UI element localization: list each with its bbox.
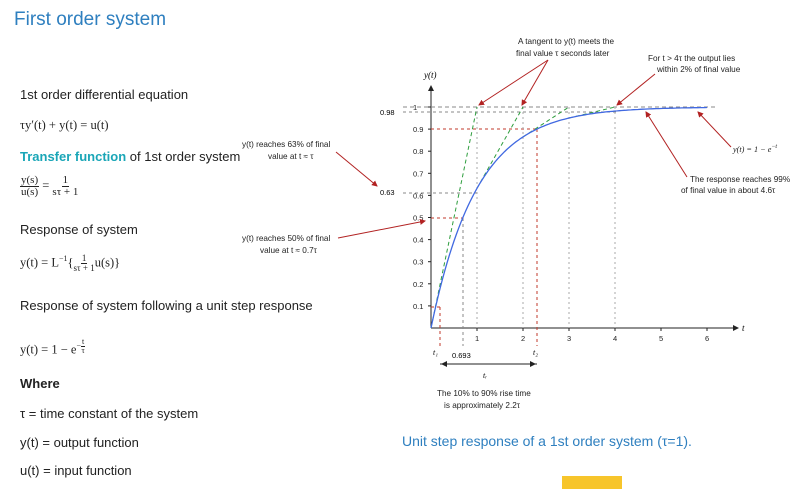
step-label: Response of system following a unit step… <box>20 298 313 313</box>
tf-label: Transfer function of 1st order system <box>20 149 240 164</box>
y-axis-label: y(t) <box>423 70 437 80</box>
ann-settle-1: For t > 4τ the output lies <box>648 54 735 63</box>
y-tick-label: 0.6 <box>413 191 423 200</box>
tr-marker: tᵣ <box>483 371 487 380</box>
y-tick-label: 0.9 <box>413 125 423 134</box>
ann-50-2: value at t ≈ 0.7τ <box>260 246 318 255</box>
tf-equation: y(s) u(s) = 1 sτ + 1 <box>20 175 78 198</box>
resp-label: Response of system <box>20 222 138 237</box>
diff-eq: τy′(t) + y(t) = u(t) <box>20 118 109 132</box>
ann-rise-1: The 10% to 90% rise time <box>437 389 531 398</box>
x-tick-label: 1 <box>475 334 479 343</box>
ann-63-1: y(t) reaches 63% of final <box>242 140 330 149</box>
x-tick-label: 6 <box>705 334 709 343</box>
x-axis-label: t <box>742 323 745 333</box>
tf-lhs: y(s) u(s) <box>20 174 40 198</box>
ann-rise-2: is approximately 2.2τ <box>444 401 521 410</box>
ann-tangent-2: final value τ seconds later <box>516 49 610 58</box>
tf-rhs: 1 sτ + 1 <box>52 174 79 198</box>
x-tick-label: 3 <box>567 334 571 343</box>
ann-99-2: of final value in about 4.6τ <box>681 186 776 195</box>
diff-eq-label: 1st order differential equation <box>20 87 189 102</box>
y-tick-label: 1 <box>413 103 417 112</box>
t2-marker: t₂ <box>533 348 538 357</box>
def-u: u(t) = input function <box>20 463 132 478</box>
y-tick-label: 0.7 <box>413 169 423 178</box>
ann-63-2: value at t ≈ τ <box>268 152 314 161</box>
response-curve <box>430 106 708 329</box>
y-tick-label: 0.2 <box>413 280 423 289</box>
y-ticks: 0.1 0.2 0.3 0.4 0.5 0.6 0.7 0.8 0.9 1 <box>413 103 431 311</box>
ann-settle-2: within 2% of final value <box>656 65 741 74</box>
def-y: y(t) = output function <box>20 435 139 450</box>
tf-label-accent: Transfer function <box>20 149 127 164</box>
t1-marker: t₁ <box>433 348 438 357</box>
y-tick-label: 0.4 <box>413 236 423 245</box>
x-tick-label: 2 <box>521 334 525 343</box>
x-tick-label: 5 <box>659 334 663 343</box>
ann-99-1: The response reaches 99% <box>690 175 790 184</box>
halflife-marker: 0.693 <box>452 351 471 360</box>
ann-50-1: y(t) reaches 50% of final <box>242 234 330 243</box>
ann-func: y(t) = 1 − e−t <box>732 144 777 154</box>
y-tick-label: 0.3 <box>413 258 423 267</box>
tangent-line <box>430 106 478 329</box>
label-063: 0.63 <box>380 188 395 197</box>
y-tick-label: 0.1 <box>413 302 423 311</box>
y-tick-label: 0.5 <box>413 214 423 223</box>
resp-equation: y(t) = L−1{1 sτ + 1 u(s)} <box>20 253 121 273</box>
x-ticks: 1 2 3 4 5 6 <box>475 328 709 343</box>
university-logo <box>562 476 622 489</box>
step-equation: y(t) = 1 − e− t τ <box>20 337 86 357</box>
ann-tangent-1: A tangent to y(t) meets the <box>518 37 614 46</box>
where-label: Where <box>20 376 60 391</box>
x-tick-label: 4 <box>613 334 617 343</box>
y-tick-label: 0.8 <box>413 147 423 156</box>
tf-label-rest: of 1st order system <box>126 149 241 164</box>
def-tau: τ = time constant of the system <box>20 406 199 421</box>
slide-title: First order system <box>14 9 167 30</box>
label-098: 0.98 <box>380 108 395 117</box>
chart-caption: Unit step response of a 1st order system… <box>402 433 692 449</box>
tf-eq-sign: = <box>42 178 50 193</box>
